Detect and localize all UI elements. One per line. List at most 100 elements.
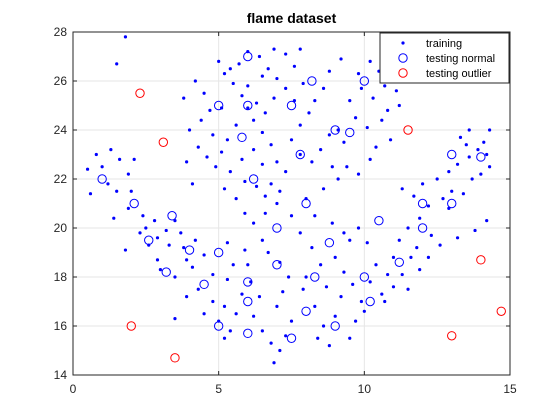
training-point [217, 59, 221, 64]
training-point [231, 81, 235, 86]
training-point [356, 226, 361, 230]
training-point [284, 86, 288, 90]
testing-normal-point [310, 272, 320, 282]
training-point [383, 84, 387, 88]
testing-normal-point [301, 198, 311, 209]
training-point [380, 292, 384, 296]
training-point [228, 67, 232, 71]
x-tick-label: 15 [503, 382, 517, 396]
testing-outlier-point [476, 255, 486, 265]
testing-normal-point [184, 245, 195, 255]
training-point [275, 76, 279, 81]
training-point [421, 182, 425, 186]
training-point [473, 228, 477, 233]
testing-normal-point [129, 198, 139, 209]
training-point [275, 304, 279, 308]
training-point [365, 125, 369, 130]
training-point [286, 275, 291, 279]
training-point [359, 86, 364, 90]
training-point [388, 138, 393, 142]
training-point [225, 241, 230, 245]
training-point [397, 238, 401, 242]
testing-normal-point [417, 223, 428, 233]
training-point [185, 258, 189, 262]
testing-normal-point [447, 198, 457, 209]
training-point [234, 312, 238, 316]
training-point [383, 299, 387, 304]
training-point [488, 128, 492, 132]
training-point [336, 177, 340, 181]
testing-normal-point [213, 247, 224, 258]
training-point [225, 138, 230, 142]
training-point [406, 287, 410, 291]
training-point [362, 309, 366, 313]
training-point [450, 189, 454, 193]
training-point [260, 74, 264, 78]
training-point [351, 282, 355, 286]
testing-normal-point [394, 257, 404, 267]
testing-normal-point [97, 174, 107, 184]
training-point [298, 47, 302, 51]
testing-outlier-point [447, 331, 457, 341]
training-point [263, 211, 267, 215]
training-point [106, 182, 110, 186]
training-point [211, 272, 215, 277]
testing-normal-point [476, 152, 486, 162]
training-point [202, 253, 206, 257]
x-tick-label: 0 [70, 382, 77, 396]
training-point [342, 140, 346, 144]
training-point [327, 69, 331, 73]
training-point [467, 155, 471, 159]
y-tick-label: 20 [54, 221, 68, 235]
training-point [234, 123, 238, 127]
training-point [252, 118, 256, 122]
testing-normal-point [345, 127, 355, 138]
training-point [222, 187, 227, 191]
data-points [85, 35, 506, 365]
testing-normal-point [295, 149, 305, 160]
training-point [88, 192, 93, 196]
training-point [278, 348, 282, 353]
training-point [179, 231, 183, 235]
training-point [208, 108, 212, 112]
training-point [316, 336, 320, 340]
training-point [307, 111, 311, 115]
training-point [470, 177, 474, 181]
training-point [441, 197, 445, 201]
training-point [228, 329, 232, 333]
training-point [260, 130, 264, 135]
training-point [269, 341, 273, 345]
training-point [371, 96, 375, 100]
training-point [222, 304, 227, 308]
training-point [310, 246, 314, 250]
training-point [260, 162, 264, 166]
training-point [222, 72, 227, 76]
testing-normal-point [243, 51, 253, 62]
training-point [272, 47, 276, 51]
training-point [479, 172, 483, 176]
training-point [418, 268, 422, 272]
legend-label: training [426, 38, 462, 50]
training-point [269, 182, 273, 186]
training-point [100, 165, 104, 169]
legend-marker-training [401, 41, 405, 45]
training-point [482, 140, 486, 144]
testing-normal-point [301, 306, 311, 316]
training-point [141, 214, 145, 218]
testing-normal-point [359, 272, 370, 282]
testing-normal-point [359, 76, 370, 86]
legend-marker [398, 53, 408, 63]
training-point [409, 255, 413, 259]
training-point [257, 295, 262, 299]
training-point [380, 118, 384, 122]
training-point [476, 148, 480, 152]
training-point [266, 250, 270, 255]
y-tick-label: 18 [54, 270, 68, 284]
y-tick-label: 26 [54, 74, 68, 88]
training-point [243, 179, 247, 184]
training-point [138, 231, 142, 235]
training-point [196, 145, 200, 149]
training-point [353, 319, 358, 323]
training-point [202, 91, 206, 95]
